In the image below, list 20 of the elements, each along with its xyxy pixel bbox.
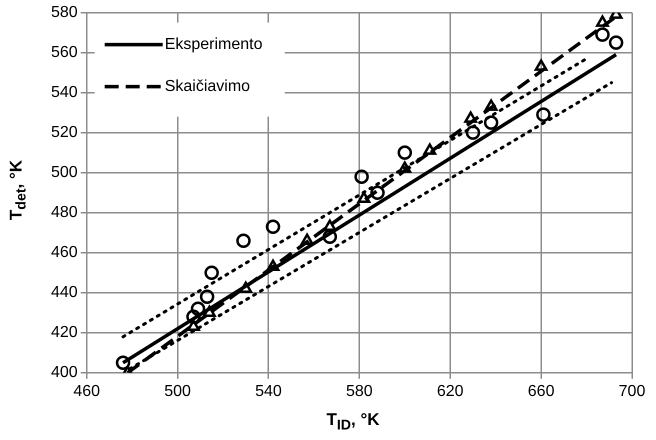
y-tick-label: 520 bbox=[50, 124, 78, 142]
y-tick-label: 440 bbox=[50, 284, 78, 302]
x-tick-label: 500 bbox=[164, 382, 192, 400]
legend-label: Eksperimento bbox=[164, 36, 263, 54]
legend-label: Skaičiavimo bbox=[164, 78, 250, 96]
x-tick-label: 620 bbox=[436, 382, 464, 400]
y-tick-label: 460 bbox=[50, 244, 78, 262]
x-tick-label: 580 bbox=[346, 382, 373, 400]
x-axis-title: T$_{ID}$, °K bbox=[325, 410, 381, 434]
x-tick-label: 700 bbox=[618, 382, 646, 400]
y-tick-label: 420 bbox=[50, 324, 78, 342]
y-tick-label: 480 bbox=[50, 204, 78, 222]
y-tick-label: 560 bbox=[50, 44, 78, 62]
y-tick-label: 500 bbox=[50, 164, 78, 182]
y-tick-label: 400 bbox=[50, 364, 78, 382]
y-tick-label: 540 bbox=[50, 84, 78, 102]
x-tick-label: 660 bbox=[528, 382, 555, 400]
x-tick-label: 460 bbox=[73, 382, 100, 400]
x-tick-label: 540 bbox=[255, 382, 282, 400]
y-tick-label: 580 bbox=[50, 4, 78, 22]
